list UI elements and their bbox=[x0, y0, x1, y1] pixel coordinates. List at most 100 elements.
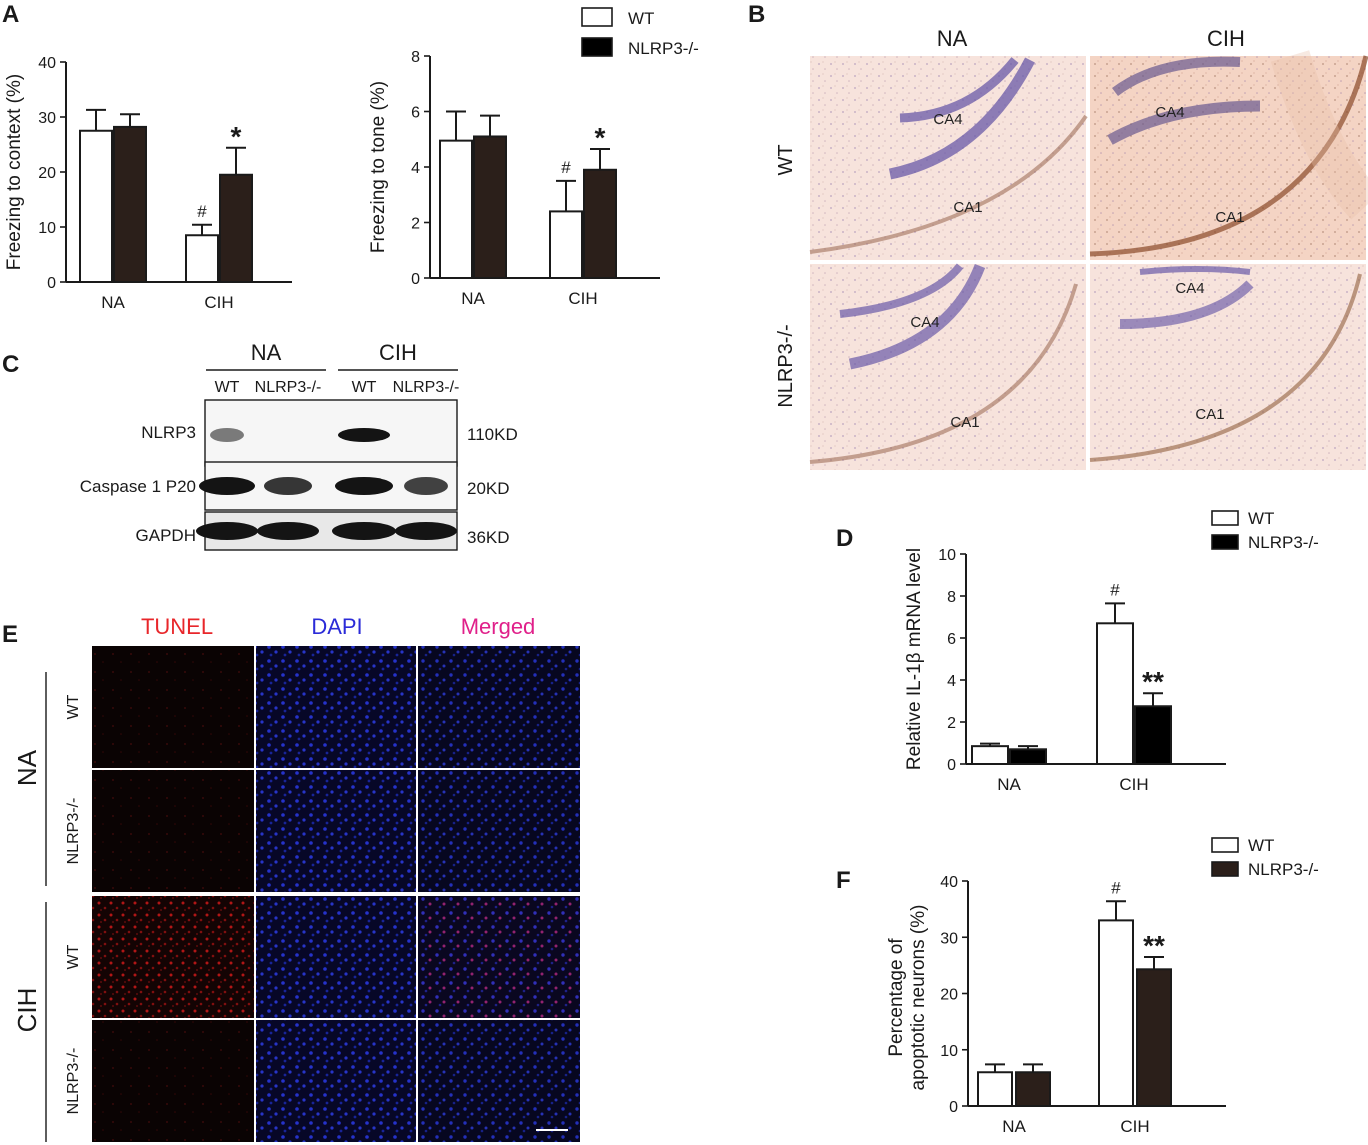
y-tick-label: 8 bbox=[947, 589, 956, 606]
tissue-band bbox=[1139, 266, 1251, 275]
x-category-label: CIH bbox=[204, 293, 233, 312]
fluo-image-tunel-3 bbox=[92, 1020, 254, 1142]
y-tick-label: 4 bbox=[947, 673, 956, 690]
y-tick-label: 20 bbox=[38, 165, 56, 182]
bar-nlrp3--na bbox=[1009, 748, 1047, 765]
tissue-band bbox=[809, 114, 1088, 254]
bar-wt-na bbox=[977, 1071, 1013, 1107]
panel-letters: A B C D E F bbox=[2, 1, 853, 894]
chart-freezing-context: 0 10 20 30 40 NA CIH # * Freezing to context (%) bbox=[4, 55, 292, 312]
fluo-image-dapi-2 bbox=[256, 896, 416, 1018]
significance-mark: # bbox=[561, 158, 571, 177]
panel-letter-f: F bbox=[836, 867, 851, 894]
bar-wt-na bbox=[971, 745, 1009, 766]
y-axis-title: Freezing to tone (%) bbox=[368, 81, 389, 253]
blot-band bbox=[404, 477, 448, 495]
blot-band bbox=[196, 522, 258, 540]
region-label-ca4: CA4 bbox=[933, 111, 962, 128]
legend-label: WT bbox=[1248, 836, 1274, 855]
blot-size-label: 36KD bbox=[467, 528, 510, 547]
blot-lane-label: WT bbox=[215, 379, 240, 396]
region-label-ca1: CA1 bbox=[1195, 406, 1224, 423]
bar-nlrp3--na bbox=[113, 125, 147, 284]
x-category-label: CIH bbox=[1120, 1117, 1149, 1136]
fluo-image-dapi-3 bbox=[256, 1020, 416, 1142]
region-label-ca1: CA1 bbox=[950, 414, 979, 431]
legend-swatch bbox=[1211, 534, 1239, 550]
fluo-image-dapi-1 bbox=[256, 770, 416, 892]
blot-protein-label: Caspase 1 P20 bbox=[80, 477, 196, 496]
y-axis-title-line: Percentage of bbox=[886, 938, 907, 1057]
fluo-row-label: WT bbox=[65, 944, 82, 969]
significance-mark: * bbox=[231, 121, 242, 152]
legend-label: NLRP3-/- bbox=[1248, 533, 1319, 552]
significance-mark: ** bbox=[1142, 666, 1164, 697]
y-tick-label: 10 bbox=[938, 547, 956, 564]
fluo-channel-title: TUNEL bbox=[141, 614, 213, 639]
panel-letter-b: B bbox=[748, 1, 765, 28]
fluo-image-merged-2 bbox=[418, 896, 580, 1018]
tissue-band bbox=[839, 263, 964, 318]
y-tick-label: 6 bbox=[411, 105, 420, 122]
legend-label: NLRP3-/- bbox=[628, 39, 699, 58]
bar-nlrp3--cih bbox=[1134, 705, 1172, 765]
bar-wt-cih bbox=[185, 234, 219, 283]
y-tick-label: 0 bbox=[947, 757, 956, 774]
fluo-group-label: NA bbox=[12, 749, 42, 786]
y-axis-title: Freezing to context (%) bbox=[4, 74, 25, 270]
bar-nlrp3--cih bbox=[1136, 968, 1172, 1107]
fluorescence-panel: TUNEL DAPI Merged WT NLRP3-/- WT NLRP3-/- NA CIH bbox=[12, 614, 580, 1142]
bar-nlrp3--cih bbox=[219, 173, 253, 283]
blot-size-label: 20KD bbox=[467, 479, 510, 498]
legend-swatch bbox=[581, 7, 613, 27]
region-label-ca1: CA1 bbox=[1215, 209, 1244, 226]
blot-protein-label: NLRP3 bbox=[141, 423, 196, 442]
fluo-image-merged-0 bbox=[418, 646, 580, 768]
legend-swatch bbox=[1211, 861, 1239, 877]
histology-ko-cih bbox=[1090, 264, 1366, 470]
significance-mark: * bbox=[595, 122, 606, 153]
tissue-band bbox=[1111, 56, 1241, 97]
region-label-ca4: CA4 bbox=[1155, 104, 1184, 121]
chart-il1b-mrna: 0 2 4 6 8 10 NA CIH # ** Relative IL-1β mRNA level… bbox=[904, 509, 1319, 794]
fluo-image-tunel-2 bbox=[92, 896, 254, 1018]
fluo-image-tunel-1 bbox=[92, 770, 254, 892]
y-tick-label: 6 bbox=[947, 631, 956, 648]
legend-swatch bbox=[581, 37, 613, 57]
panel-letter-a: A bbox=[2, 1, 19, 28]
tissue-band bbox=[1107, 100, 1261, 145]
y-tick-label: 2 bbox=[947, 715, 956, 732]
tissue-band bbox=[899, 57, 1019, 123]
y-tick-label: 0 bbox=[411, 271, 420, 288]
tissue-band bbox=[888, 57, 1035, 180]
y-tick-label: 0 bbox=[949, 1099, 958, 1116]
x-category-label: NA bbox=[101, 293, 125, 312]
y-axis-title-line: apoptotic neurons (%) bbox=[908, 905, 929, 1091]
y-tick-label: 20 bbox=[940, 987, 958, 1004]
histology-row-label: NLRP3-/- bbox=[775, 324, 797, 407]
fluo-group-label: CIH bbox=[12, 988, 42, 1033]
fluo-channel-title: DAPI bbox=[311, 614, 362, 639]
fluo-row-label: NLRP3-/- bbox=[65, 798, 82, 865]
y-tick-label: 2 bbox=[411, 216, 420, 233]
y-tick-label: 40 bbox=[38, 55, 56, 72]
blot-band bbox=[332, 522, 396, 540]
panel-letter-d: D bbox=[836, 525, 853, 552]
fluo-image-merged-1 bbox=[418, 770, 580, 892]
significance-mark: # bbox=[1110, 580, 1120, 599]
y-tick-label: 30 bbox=[38, 110, 56, 127]
blot-band bbox=[210, 428, 244, 442]
tissue-band bbox=[1270, 50, 1368, 220]
y-tick-label: 10 bbox=[940, 1043, 958, 1060]
y-axis-title: Relative IL-1β mRNA level bbox=[904, 548, 925, 770]
y-tick-label: 4 bbox=[411, 160, 420, 177]
fluo-row-label: WT bbox=[65, 694, 82, 719]
y-tick-label: 30 bbox=[940, 930, 958, 947]
fluo-channel-title: Merged bbox=[461, 614, 536, 639]
fluo-image-merged-3 bbox=[418, 1020, 580, 1142]
bar-nlrp3--na bbox=[1015, 1071, 1051, 1107]
significance-mark: ** bbox=[1143, 930, 1165, 961]
blot-band bbox=[335, 477, 393, 495]
